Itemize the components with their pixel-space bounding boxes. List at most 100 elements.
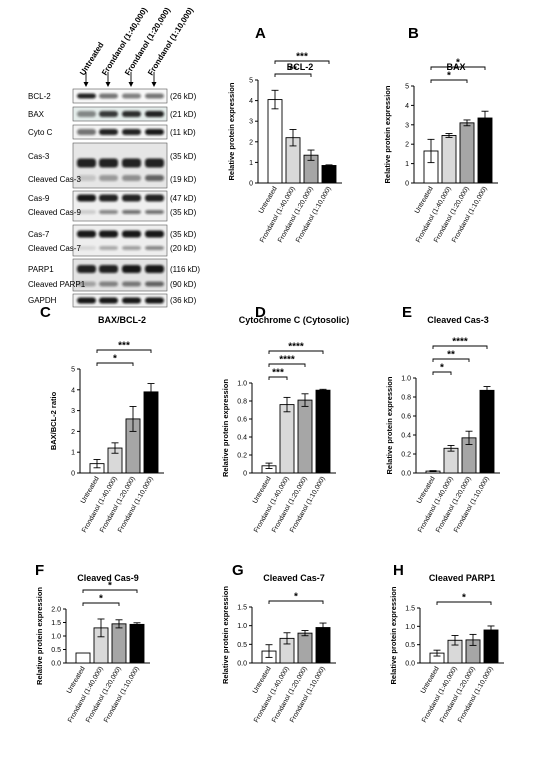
significance-bracket xyxy=(268,376,288,380)
blot-strip xyxy=(72,293,168,308)
y-tick-label: 0.8 xyxy=(401,395,411,402)
bar xyxy=(321,165,337,184)
blot-band xyxy=(145,129,164,135)
blot-band xyxy=(145,246,164,250)
blot-band xyxy=(77,246,96,250)
blot-band xyxy=(99,111,118,117)
y-tick-label: 1.0 xyxy=(237,381,247,388)
blot-row-label: BAX xyxy=(28,110,45,119)
blot-band xyxy=(77,93,96,99)
significance-bracket xyxy=(432,358,470,362)
blot-row-label: Cas-3 xyxy=(28,152,50,161)
chart-g: G Cleaved Cas-7 0.0 0.5 1.0 1.5 Relative prote… xyxy=(221,562,336,724)
significance-label: **** xyxy=(279,355,295,366)
bar xyxy=(441,135,457,184)
panel-letter: G xyxy=(232,562,244,579)
bar xyxy=(459,122,475,184)
bar xyxy=(279,404,295,474)
y-tick-label: 5 xyxy=(71,367,75,374)
blot-row-size: (35 kD) xyxy=(170,152,197,161)
significance-bracket xyxy=(268,600,324,604)
blot-band xyxy=(122,281,141,287)
x-tick-label: Frondanol (1:10,000) xyxy=(103,666,141,724)
y-tick-label: 0 xyxy=(249,181,253,188)
significance-bracket xyxy=(82,589,138,593)
blot-band xyxy=(77,111,96,117)
blot-band xyxy=(122,297,141,304)
x-tick-label: Frondanol (1:10,000) xyxy=(295,186,333,244)
significance-label: ** xyxy=(447,350,455,361)
y-tick-label: 4 xyxy=(405,103,409,110)
y-tick-label: 0.2 xyxy=(401,452,411,459)
blot-band xyxy=(122,175,141,181)
blot-band xyxy=(99,210,118,214)
blot-band xyxy=(145,111,164,117)
blot-row-size: (21 kD) xyxy=(170,110,197,119)
y-tick-label: 0 xyxy=(243,471,247,478)
y-tick-label: 1.0 xyxy=(237,623,247,630)
significance-bracket xyxy=(268,363,306,367)
panel-letter: B xyxy=(408,25,419,42)
significance-label: *** xyxy=(296,52,308,63)
blot-row-size: (11 kD) xyxy=(170,128,196,137)
x-tick-label: Frondanol (1:10,000) xyxy=(453,476,491,534)
y-tick-label: 1.0 xyxy=(401,376,411,383)
bar xyxy=(315,627,331,664)
chart-title: BAX/BCL-2 xyxy=(98,315,146,325)
y-tick-label: 0.5 xyxy=(237,642,247,649)
significance-label: * xyxy=(108,581,112,592)
y-tick-label: 3 xyxy=(249,119,253,126)
significance-label: **** xyxy=(288,342,304,353)
blot-band xyxy=(145,210,164,214)
panel-letter: F xyxy=(35,562,44,579)
y-tick-label: 1.5 xyxy=(237,605,247,612)
x-tick-label: Frondanol (1:10,000) xyxy=(289,666,327,724)
bar xyxy=(143,391,159,474)
blot-row-label: Cyto C xyxy=(28,128,53,137)
blot-row-label: Cas-9 xyxy=(28,194,50,203)
blot-band xyxy=(122,230,141,238)
blot-band xyxy=(122,210,141,214)
y-tick-label: 1.0 xyxy=(51,634,61,641)
significance-bracket xyxy=(82,602,120,606)
significance-label: * xyxy=(440,363,444,374)
y-tick-label: 0 xyxy=(405,181,409,188)
blot-band xyxy=(122,111,141,117)
blot-row-size: (35 kD) xyxy=(170,208,197,217)
blot-column-label: Frondanol (1:10,000) xyxy=(146,6,195,77)
bar xyxy=(477,117,493,184)
y-axis-label: Relative protein expression xyxy=(227,82,236,180)
blot-band xyxy=(77,281,96,287)
y-tick-label: 0.4 xyxy=(237,435,247,442)
blot-row-label: PARP1 xyxy=(28,265,54,274)
blot-band xyxy=(122,265,141,273)
chart-e: E Cleaved Cas-3 0.0 0.2 0.4 0.6 0.8 1.0 Relative… xyxy=(385,304,500,534)
y-axis-label: Relative protein expression xyxy=(383,85,392,183)
y-axis-label: Relative protein expression xyxy=(385,376,394,474)
blot-band xyxy=(77,230,96,238)
chart-f: F Cleaved Cas-9 0.0 0.5 1.0 1.5 2.0 Relative pr… xyxy=(35,562,150,724)
blot-band xyxy=(99,281,118,287)
blot-band xyxy=(122,129,141,135)
blot-band xyxy=(145,158,164,168)
significance-bracket xyxy=(274,60,330,64)
blot-row-label: Cleaved Cas-9 xyxy=(28,208,81,217)
blot-row-size: (90 kD) xyxy=(170,280,197,289)
y-tick-label: 2.0 xyxy=(51,607,61,614)
y-tick-label: 3 xyxy=(71,408,75,415)
y-tick-label: 0.8 xyxy=(237,399,247,406)
y-tick-label: 2 xyxy=(71,429,75,436)
significance-label: *** xyxy=(272,368,284,379)
blot-strip xyxy=(72,106,168,122)
blot-band xyxy=(122,194,141,202)
y-tick-label: 1 xyxy=(71,450,75,457)
bar xyxy=(267,99,283,184)
y-axis-label: Relative protein expression xyxy=(35,587,44,685)
y-tick-label: 1 xyxy=(249,160,253,167)
significance-label: * xyxy=(99,594,103,605)
significance-label: * xyxy=(113,354,117,365)
blot-band xyxy=(99,297,118,304)
blot-row-size: (116 kD) xyxy=(170,265,200,274)
